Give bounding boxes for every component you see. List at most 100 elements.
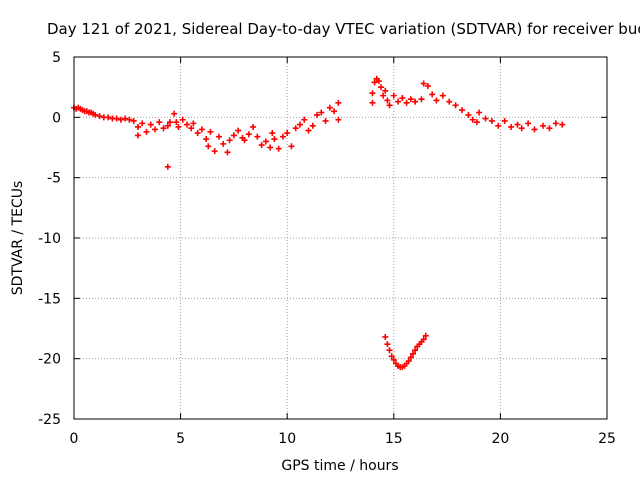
data-point bbox=[245, 131, 252, 138]
data-point bbox=[279, 133, 286, 140]
data-point bbox=[559, 121, 566, 128]
data-point bbox=[335, 116, 342, 123]
data-points bbox=[71, 75, 566, 371]
data-point bbox=[262, 138, 269, 145]
y-axis-label: SDTVAR / TECUs bbox=[10, 181, 26, 296]
grid-lines bbox=[74, 57, 607, 419]
data-point bbox=[326, 104, 333, 111]
y-tick-label: -20 bbox=[38, 352, 61, 368]
data-point bbox=[288, 143, 295, 150]
data-point bbox=[380, 92, 387, 99]
data-point bbox=[531, 126, 538, 133]
data-point bbox=[203, 136, 210, 143]
data-point bbox=[546, 125, 553, 132]
data-point bbox=[369, 90, 376, 97]
data-point bbox=[382, 333, 389, 340]
data-point bbox=[508, 123, 515, 130]
y-tick-label: 5 bbox=[52, 50, 61, 66]
data-point bbox=[143, 128, 150, 135]
data-point bbox=[171, 110, 178, 117]
data-point bbox=[130, 117, 137, 124]
data-point bbox=[296, 121, 303, 128]
data-point bbox=[235, 127, 242, 134]
data-point bbox=[292, 125, 299, 132]
x-tick-label: 15 bbox=[385, 431, 403, 447]
data-point bbox=[322, 117, 329, 124]
data-point bbox=[420, 336, 427, 343]
data-point bbox=[164, 122, 171, 129]
data-point bbox=[215, 133, 222, 140]
data-point bbox=[386, 102, 393, 109]
data-point bbox=[540, 122, 547, 129]
data-point bbox=[331, 108, 338, 115]
x-tick-label: 20 bbox=[491, 431, 509, 447]
data-point bbox=[126, 116, 133, 123]
data-point bbox=[525, 120, 532, 127]
x-tick-label: 25 bbox=[598, 431, 616, 447]
data-point bbox=[407, 354, 414, 361]
data-point bbox=[375, 78, 382, 85]
x-axis-label: GPS time / hours bbox=[281, 458, 398, 474]
data-point bbox=[409, 350, 416, 357]
data-point bbox=[226, 137, 233, 144]
data-point bbox=[241, 137, 248, 144]
data-point bbox=[305, 127, 312, 134]
data-point bbox=[473, 119, 480, 126]
data-point bbox=[301, 116, 308, 123]
data-point bbox=[271, 136, 278, 143]
data-point bbox=[459, 107, 466, 114]
data-point bbox=[399, 95, 406, 102]
data-point bbox=[424, 82, 431, 89]
data-point bbox=[386, 347, 393, 354]
data-point bbox=[173, 119, 180, 126]
chart-title: Day 121 of 2021, Sidereal Day-to-day VTE… bbox=[47, 20, 640, 38]
data-point bbox=[275, 145, 282, 152]
data-point bbox=[166, 119, 173, 126]
data-point bbox=[134, 132, 141, 139]
data-point bbox=[318, 109, 325, 116]
data-point bbox=[469, 116, 476, 123]
data-point bbox=[117, 116, 124, 123]
axis-ticks: 0 5 10 15 20 25 -25 -20 -15 -10 -5 0 5 bbox=[38, 50, 616, 447]
data-point bbox=[250, 123, 257, 130]
data-point bbox=[160, 125, 167, 132]
data-point bbox=[96, 113, 103, 120]
data-point bbox=[384, 341, 391, 348]
data-point bbox=[113, 115, 120, 122]
data-point bbox=[205, 143, 212, 150]
data-point bbox=[395, 98, 402, 105]
data-point bbox=[405, 358, 412, 365]
data-point bbox=[518, 125, 525, 132]
data-point bbox=[164, 163, 171, 170]
data-point bbox=[198, 126, 205, 133]
data-point bbox=[211, 148, 218, 155]
data-point bbox=[309, 122, 316, 129]
data-point bbox=[465, 111, 472, 118]
data-point bbox=[514, 121, 521, 128]
data-point bbox=[194, 130, 201, 137]
data-point bbox=[267, 144, 274, 151]
data-point bbox=[156, 119, 163, 126]
x-tick-label: 0 bbox=[70, 431, 79, 447]
data-point bbox=[179, 116, 186, 123]
data-point bbox=[452, 102, 459, 109]
data-point bbox=[501, 117, 508, 124]
data-point bbox=[412, 347, 419, 354]
data-point bbox=[388, 353, 395, 360]
data-point bbox=[175, 123, 182, 130]
data-point bbox=[403, 99, 410, 106]
data-point bbox=[371, 79, 378, 86]
y-tick-label: -25 bbox=[38, 412, 61, 428]
x-tick-label: 10 bbox=[278, 431, 296, 447]
data-point bbox=[105, 114, 112, 121]
data-point bbox=[433, 97, 440, 104]
data-point bbox=[495, 122, 502, 129]
data-point bbox=[190, 120, 197, 127]
data-point bbox=[254, 133, 261, 140]
data-point bbox=[207, 128, 214, 135]
data-point bbox=[382, 87, 389, 94]
data-point bbox=[284, 130, 291, 137]
data-point bbox=[335, 99, 342, 106]
data-point bbox=[224, 149, 231, 156]
data-point bbox=[446, 98, 453, 105]
